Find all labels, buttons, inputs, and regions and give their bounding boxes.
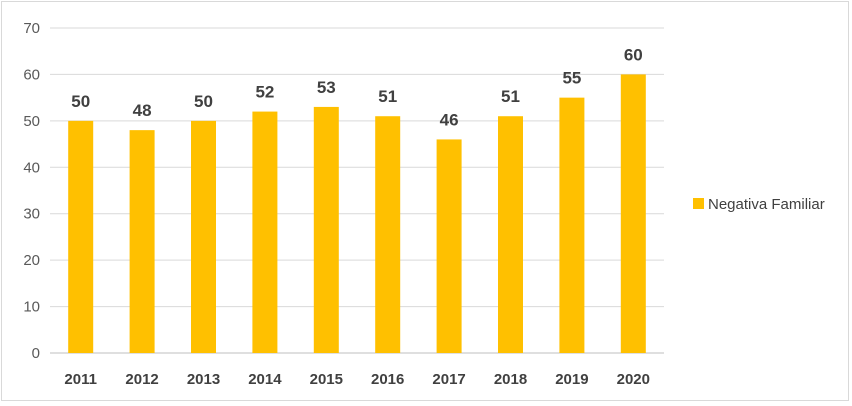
data-label-2014: 52 xyxy=(255,83,274,102)
y-tick-label: 20 xyxy=(23,252,40,269)
bar-2017 xyxy=(436,139,462,353)
bar-2018 xyxy=(498,116,523,353)
data-label-2016: 51 xyxy=(378,87,397,106)
bar-2012 xyxy=(129,130,155,353)
data-label-2013: 50 xyxy=(194,92,213,111)
data-label-2012: 48 xyxy=(133,101,152,120)
data-label-2017: 46 xyxy=(440,110,459,129)
data-label-2019: 55 xyxy=(562,69,581,88)
x-tick-label-2012: 2012 xyxy=(125,371,158,388)
bar-2020 xyxy=(620,74,646,353)
bar-2013 xyxy=(191,120,216,353)
bar-2014 xyxy=(252,111,278,353)
y-tick-label: 70 xyxy=(23,20,40,37)
data-label-2018: 51 xyxy=(501,87,520,106)
x-tick-label-2015: 2015 xyxy=(310,371,343,388)
data-labels: 50 48 50 52 53 51 46 51 55 60 xyxy=(71,45,643,129)
y-tick-label: 40 xyxy=(23,159,40,176)
y-tick-label: 10 xyxy=(23,299,40,316)
legend-label: Negativa Familiar xyxy=(708,196,825,213)
data-label-2015: 53 xyxy=(317,78,336,97)
bar-2019 xyxy=(559,97,585,354)
x-tick-label-2019: 2019 xyxy=(555,371,588,388)
legend-swatch xyxy=(693,198,704,209)
x-tick-label-2018: 2018 xyxy=(494,371,527,388)
data-label-2011: 50 xyxy=(71,92,90,111)
x-tick-label-2016: 2016 xyxy=(371,371,404,388)
y-axis: 0 10 20 30 40 50 60 70 xyxy=(23,20,40,362)
x-axis: 2011 2012 2013 2014 2015 2016 2017 2018 2019 2020 xyxy=(64,371,650,388)
y-tick-label: 50 xyxy=(23,113,40,130)
legend: Negativa Familiar xyxy=(693,196,825,213)
data-label-2020: 60 xyxy=(624,45,643,64)
x-tick-label-2014: 2014 xyxy=(248,371,282,388)
bar-series xyxy=(68,74,646,354)
y-tick-label: 60 xyxy=(23,66,40,83)
bar-2016 xyxy=(375,116,401,353)
x-tick-label-2020: 2020 xyxy=(617,371,650,388)
x-tick-label-2017: 2017 xyxy=(432,371,465,388)
x-tick-label-2011: 2011 xyxy=(64,371,97,388)
y-tick-label: 0 xyxy=(32,345,40,362)
y-tick-label: 30 xyxy=(23,206,40,223)
bar-2011 xyxy=(68,120,94,353)
bar-2015 xyxy=(313,106,339,353)
x-tick-label-2013: 2013 xyxy=(187,371,220,388)
